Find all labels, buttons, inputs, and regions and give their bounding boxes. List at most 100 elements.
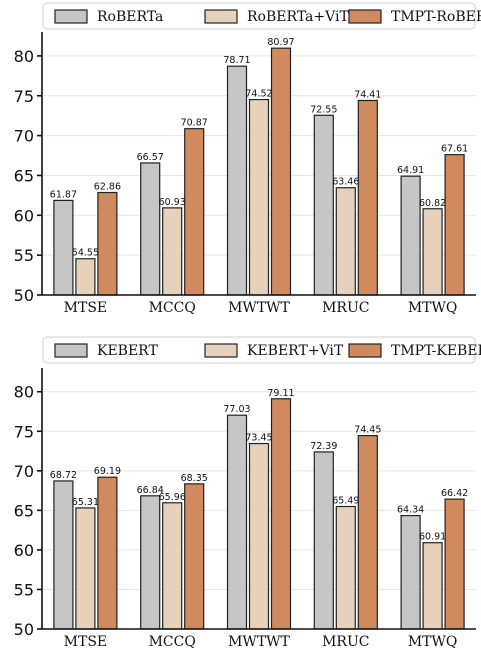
bar [53,199,74,296]
bar [357,99,378,296]
value-label: 62.86 [94,182,121,193]
y-tick-label: 55 [14,580,34,599]
bar [313,114,334,296]
value-label: 74.45 [354,425,381,436]
value-label: 72.55 [310,104,337,115]
value-label: 77.03 [223,404,250,415]
bar [162,207,183,296]
bar [400,175,421,296]
x-tick-label: MTWQ [408,300,458,316]
value-label: 73.45 [245,433,272,444]
value-label: 66.57 [137,152,164,163]
legend-label: TMPT-RoBERTa [391,9,481,25]
legend-swatch [54,343,88,358]
bar [97,191,118,296]
value-label: 65.31 [72,497,99,508]
legend-swatch [204,343,238,358]
bar [248,98,270,296]
bar [75,258,96,296]
bar [335,187,356,296]
legend-swatch [54,9,88,24]
bar [444,498,465,630]
y-tick-label: 80 [14,47,34,66]
y-tick-label: 50 [14,286,34,305]
bar [422,542,443,630]
y-tick-label: 75 [14,87,34,106]
bar [357,435,378,630]
y-tick-label: 55 [14,246,34,265]
value-label: 66.84 [137,485,164,496]
value-label: 68.35 [181,473,208,484]
value-label: 78.71 [223,55,250,66]
value-label: 74.52 [245,89,272,100]
legend-swatch [348,343,382,358]
legend: RoBERTa RoBERTa+ViT TMPT-RoBERTa [42,2,481,30]
value-label: 65.49 [332,495,359,506]
bar [162,502,183,630]
x-tick-label: MTSE [64,300,107,316]
y-tick-label: 60 [14,206,34,225]
bar [313,451,334,630]
value-label: 79.11 [267,388,294,399]
value-label: 70.87 [181,118,208,129]
legend-label: RoBERTa [97,9,163,25]
chart-panel-1: RoBERTa RoBERTa+ViT TMPT-RoBERTa 50 55 60 65 70… [14,2,481,316]
bar [184,483,205,630]
value-label: 64.34 [397,505,424,516]
y-tick-label: 70 [14,462,34,481]
x-tick-label: MCCQ [149,634,196,650]
value-label: 60.82 [419,198,446,209]
y-tick-label: 60 [14,541,34,560]
value-label: 80.97 [267,37,294,48]
value-label: 69.19 [94,466,121,477]
bar [422,208,443,296]
value-label: 67.61 [441,144,468,155]
value-label: 65.96 [159,492,186,503]
bar [226,65,248,296]
value-label: 68.72 [50,470,77,481]
bar [184,128,205,296]
legend: KEBERT KEBERT+ViT TMPT-KEBERT [42,336,481,364]
y-tick-label: 65 [14,166,34,185]
y-tick-label: 75 [14,422,34,441]
y-tick-label: 65 [14,501,34,520]
bar [270,398,292,630]
x-tick-label: MTWQ [408,634,458,650]
legend-label: RoBERTa+ViT [247,9,349,25]
value-label: 66.42 [441,488,468,499]
x-tick-label: MCCQ [149,300,196,316]
y-tick-label: 50 [14,620,34,639]
value-label: 60.91 [419,532,446,543]
x-tick-label: MWTWT [228,634,290,650]
bar [140,162,161,296]
bar [270,47,292,296]
value-label: 63.46 [332,177,359,188]
y-tick-label: 80 [14,383,34,402]
chart-panel-2: KEBERT KEBERT+ViT TMPT-KEBERT 50 55 60 65 70 75 8… [14,336,481,650]
legend-label: TMPT-KEBERT [391,343,481,359]
x-tick-label: MWTWT [228,300,290,316]
x-tick-label: MRUC [322,634,369,650]
y-tick-label: 70 [14,127,34,146]
bar [75,507,96,630]
bar [400,514,421,630]
bar [335,505,356,630]
value-label: 54.55 [72,248,99,259]
bar [248,442,270,630]
value-label: 60.93 [159,197,186,208]
x-tick-label: MTSE [64,634,107,650]
bar [140,495,161,630]
bar [226,414,248,630]
legend-swatch [204,9,238,24]
x-tick-label: MRUC [322,300,369,316]
value-label: 72.39 [310,441,337,452]
value-label: 74.41 [354,89,381,100]
legend-label: KEBERT [97,343,158,359]
bar [53,480,74,630]
legend-label: KEBERT+ViT [247,343,344,359]
bar [97,476,118,630]
bar [444,154,465,296]
value-label: 64.91 [397,165,424,176]
value-label: 61.87 [50,189,77,200]
